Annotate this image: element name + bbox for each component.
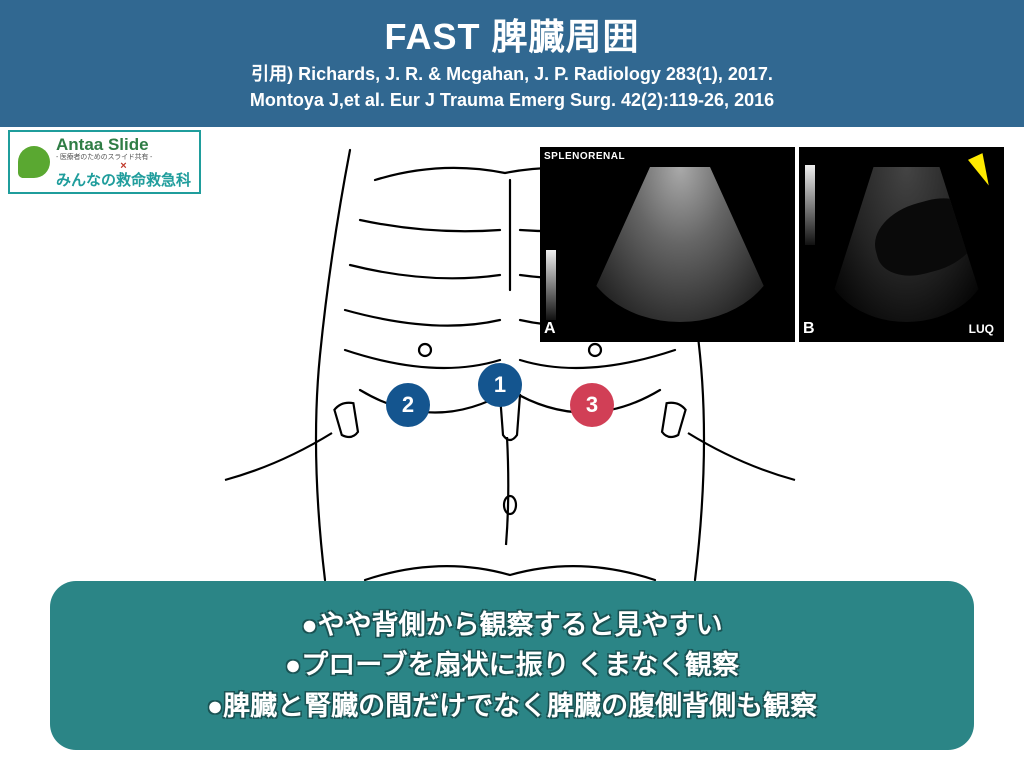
logo-x: × [56,161,191,173]
bullet-3: ●脾臓と腎臓の間だけでなく脾臓の腹側背側も観察 [80,686,944,727]
us-a-bottom-label: A [544,320,556,338]
ultrasound-image-a: SPLENORENAL A [540,147,795,342]
citation-line-1: 引用) Richards, J. R. & Mcgahan, J. P. Rad… [10,62,1014,86]
notes-panel: ●やや背側から観察すると見やすい ●プローブを扇状に振り くまなく観察 ●脾臓と… [50,581,974,751]
dark-region-icon [867,190,987,285]
bullet-2: ●プローブを扇状に振り くまなく観察 [80,645,944,686]
citation-line-2: Montoya J,et al. Eur J Trauma Emerg Surg… [10,88,1014,112]
logo-title: Antaa Slide [56,136,191,154]
us-fan-icon [580,167,780,322]
us-fan-icon [824,167,989,322]
grayscale-bar-icon [546,250,556,320]
ultrasound-image-b: B LUQ [799,147,1004,342]
ultrasound-panel: SPLENORENAL A B LUQ [540,147,1004,342]
us-b-bottom-label: B [803,320,815,338]
marker-2: 2 [386,383,430,427]
logo-bottom: みんなの救命救急科 [56,173,191,189]
us-b-br-label: LUQ [969,322,994,336]
marker-1: 1 [478,363,522,407]
leaf-icon [18,146,50,178]
grayscale-bar-icon [805,165,815,245]
logo-badge: Antaa Slide - 医療者のためのスライド共有 - × みんなの救命救急… [8,130,201,194]
yellow-arrow-icon [968,153,996,189]
page-title: FAST 脾臓周囲 [10,8,1014,60]
us-a-top-label: SPLENORENAL [544,151,625,162]
header: FAST 脾臓周囲 引用) Richards, J. R. & Mcgahan,… [0,0,1024,127]
marker-3: 3 [570,383,614,427]
bullet-1: ●やや背側から観察すると見やすい [80,605,944,646]
